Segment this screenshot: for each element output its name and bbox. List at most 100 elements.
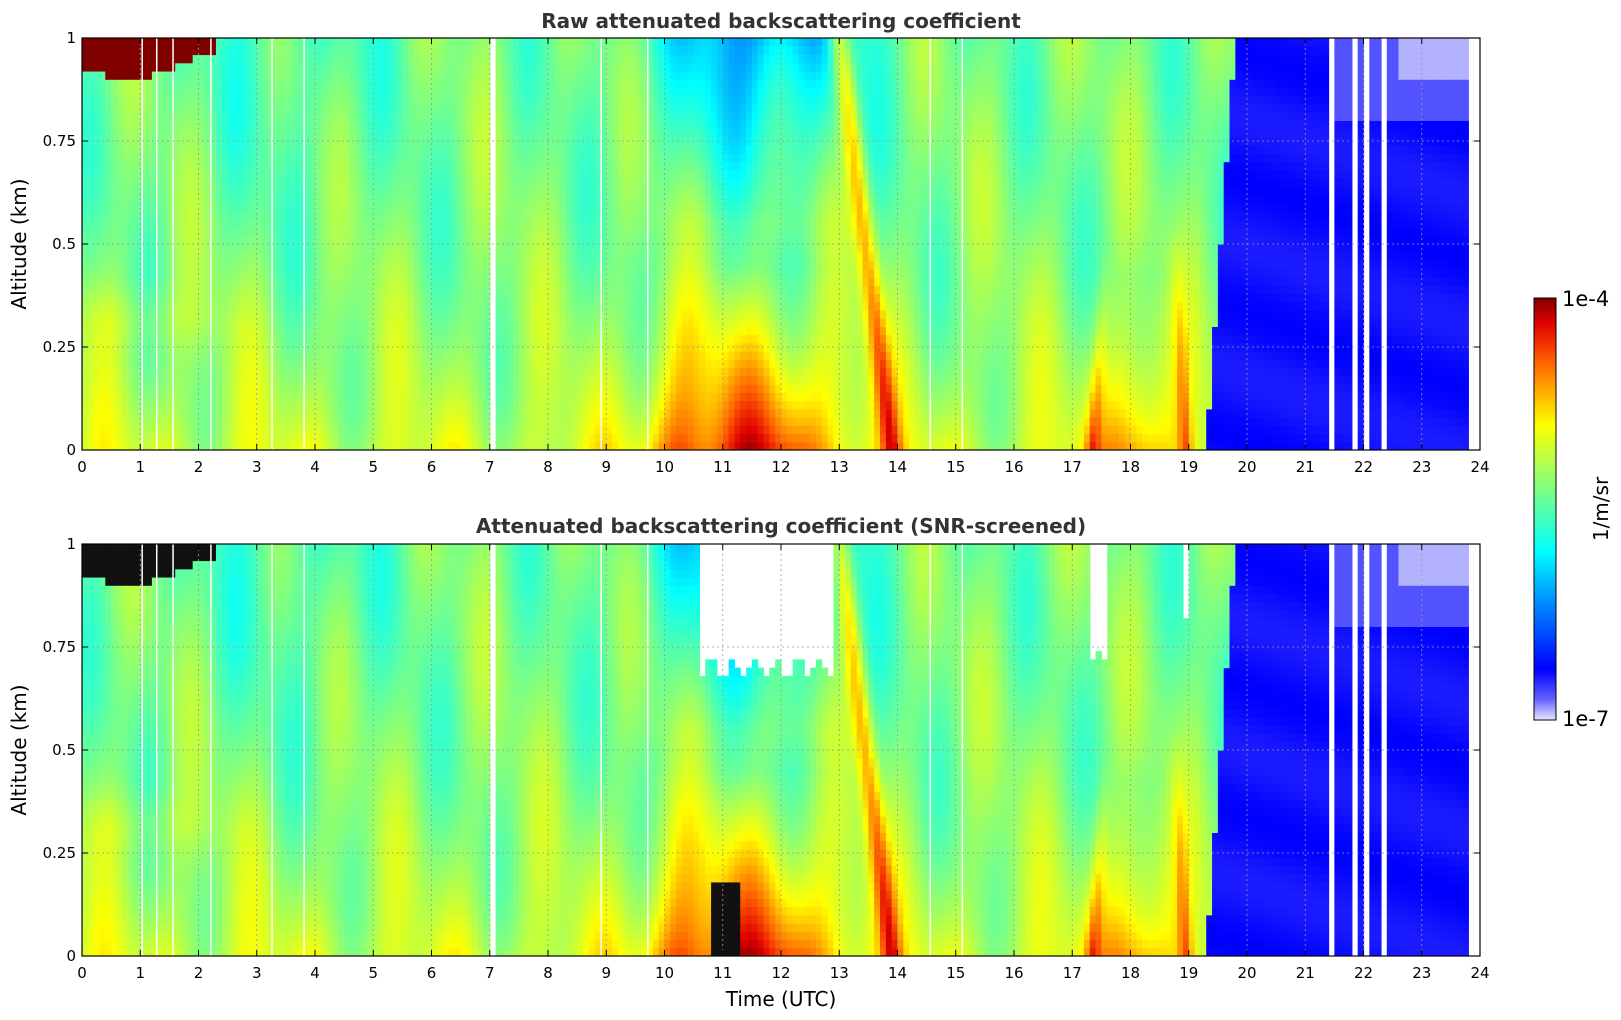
heatmap-cell xyxy=(122,268,130,278)
heatmap-cell xyxy=(559,178,567,187)
heatmap-cell xyxy=(478,244,485,253)
heatmap-cell xyxy=(186,38,194,47)
heatmap-cell xyxy=(239,38,246,47)
heatmap-cell xyxy=(577,276,584,286)
heatmap-cell xyxy=(379,62,386,72)
heatmap-cell xyxy=(652,359,660,369)
heatmap-cell xyxy=(466,128,473,138)
heatmap-cell xyxy=(612,425,619,435)
heatmap-cell xyxy=(658,351,666,360)
heatmap-cell xyxy=(390,301,398,311)
heatmap-cell xyxy=(245,87,252,97)
heatmap-cell xyxy=(478,87,485,97)
heatmap-cell xyxy=(408,342,415,352)
heatmap-cell xyxy=(437,276,444,286)
heatmap-cell xyxy=(472,38,479,47)
heatmap-cell xyxy=(367,375,374,385)
heatmap-cell xyxy=(454,359,462,369)
heatmap-cell xyxy=(215,194,223,204)
heatmap-cell xyxy=(87,103,95,113)
heatmap-cell xyxy=(122,384,130,393)
heatmap-cell xyxy=(87,318,95,327)
heatmap-cell xyxy=(105,293,112,303)
heatmap-cell xyxy=(582,145,590,154)
heatmap-cell xyxy=(309,293,316,303)
heatmap-cell xyxy=(454,95,462,105)
heatmap-cell xyxy=(87,433,95,443)
heatmap-cell xyxy=(227,318,235,327)
heatmap-cell xyxy=(250,38,258,47)
heatmap-cell xyxy=(582,359,590,369)
heatmap-cell xyxy=(315,145,322,154)
heatmap-cell xyxy=(140,268,147,278)
heatmap-cell xyxy=(274,285,281,295)
heatmap-cell xyxy=(315,62,322,72)
heatmap-cell xyxy=(116,293,124,303)
heatmap-cell xyxy=(105,211,112,220)
heatmap-cell xyxy=(303,417,310,426)
heatmap-cell xyxy=(111,186,118,196)
heatmap-cell xyxy=(344,433,351,443)
heatmap-cell xyxy=(513,178,520,187)
heatmap-cell xyxy=(146,359,153,369)
heatmap-cell xyxy=(157,136,165,146)
heatmap-cell xyxy=(623,103,631,113)
heatmap-cell xyxy=(460,79,468,89)
heatmap-cell xyxy=(245,400,252,410)
heatmap-cell xyxy=(181,276,188,286)
heatmap-cell xyxy=(396,309,403,319)
heatmap-cell xyxy=(548,145,555,154)
heatmap-cell xyxy=(478,54,485,64)
heatmap-cell xyxy=(571,70,578,80)
heatmap-cell xyxy=(373,425,380,435)
heatmap-cell xyxy=(530,202,537,212)
heatmap-cell xyxy=(513,285,520,295)
heatmap-cell xyxy=(338,408,345,418)
heatmap-cell xyxy=(588,408,596,418)
heatmap-cell xyxy=(379,211,386,220)
heatmap-cell xyxy=(582,211,590,220)
heatmap-cell xyxy=(82,120,89,130)
heatmap-cell xyxy=(647,79,654,89)
heatmap-cell xyxy=(344,145,351,154)
heatmap-cell xyxy=(128,326,136,336)
heatmap-cell xyxy=(361,194,369,204)
heatmap-cell xyxy=(227,309,235,319)
heatmap-cell xyxy=(175,211,182,220)
heatmap-cell xyxy=(320,441,328,450)
heatmap-cell xyxy=(221,95,229,105)
heatmap-cell xyxy=(204,38,211,47)
heatmap-cell xyxy=(408,433,415,443)
heatmap-cell xyxy=(483,120,491,130)
heatmap-cell xyxy=(518,202,526,212)
heatmap-cell xyxy=(588,87,596,97)
heatmap-cell xyxy=(495,400,502,410)
heatmap-cell xyxy=(198,112,205,121)
heatmap-cell xyxy=(111,95,118,105)
heatmap-cell xyxy=(338,194,345,204)
heatmap-cell xyxy=(606,285,613,295)
heatmap-cell xyxy=(250,293,258,303)
heatmap-cell xyxy=(495,145,502,154)
heatmap-cell xyxy=(600,268,607,278)
heatmap-cell xyxy=(256,367,264,377)
heatmap-cell xyxy=(250,95,258,105)
heatmap-cell xyxy=(431,87,438,97)
heatmap-cell xyxy=(600,120,607,130)
heatmap-cell xyxy=(163,186,170,196)
heatmap-cell xyxy=(379,392,386,402)
heatmap-cell xyxy=(245,244,252,253)
heatmap-cell xyxy=(507,136,514,146)
heatmap-cell xyxy=(553,79,561,89)
heatmap-cell xyxy=(513,268,520,278)
heatmap-cell xyxy=(384,227,392,237)
heatmap-cell xyxy=(309,417,316,426)
heatmap-cell xyxy=(338,178,345,187)
heatmap-cell xyxy=(460,252,468,262)
heatmap-cell xyxy=(518,392,526,402)
heatmap-cell xyxy=(472,244,479,253)
heatmap-cell xyxy=(454,178,462,187)
heatmap-cell xyxy=(134,367,141,377)
heatmap-cell xyxy=(303,202,310,212)
heatmap-cell xyxy=(361,145,369,154)
